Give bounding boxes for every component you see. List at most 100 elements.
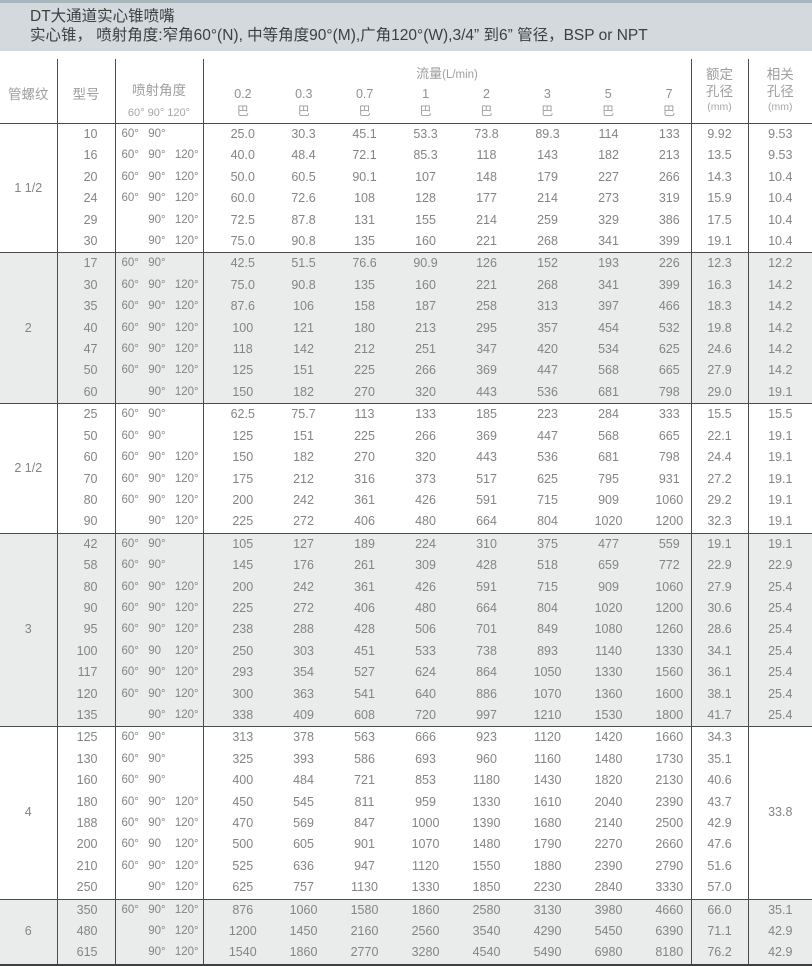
flow-cell: 608	[325, 704, 386, 727]
flow-cell: 227	[598, 169, 619, 184]
flow-cell: 212	[325, 339, 386, 361]
rated-orifice-cell: 13.5	[691, 145, 749, 167]
flow-cell: 1860	[386, 898, 447, 922]
flow-cell: 893	[508, 640, 569, 663]
angle-value: 90°	[148, 451, 166, 464]
rated-orifice-cell: 51.6	[691, 855, 749, 878]
flow-cell: 625	[630, 339, 692, 361]
flow-cell: 1330	[630, 640, 692, 663]
angle-value	[122, 231, 149, 252]
flow-cell: 108	[354, 191, 375, 206]
angle-values: 60° 90° 120°	[116, 813, 203, 834]
table-row: 3 42 60° 90° 105 127 189 224 310 375 477 559 19.1 19.…	[0, 532, 812, 727]
flow-cell: 180	[325, 317, 386, 340]
flow-cell: 152	[508, 252, 569, 275]
related-orifice-cell: 10.4	[768, 212, 793, 227]
rated-orifice-cell: 19.1	[691, 231, 749, 253]
spray-angle-cell: 60° 90°	[115, 532, 204, 556]
flow-cell: 1210	[508, 704, 569, 727]
angle-values: 90° 120°	[116, 877, 203, 898]
angle-value: 120°	[174, 903, 199, 916]
flow-cell: 480	[415, 514, 436, 529]
flow-cell: 320	[415, 450, 436, 465]
flow-cell: 849	[508, 619, 569, 641]
angle-values: 60° 90° 120°	[116, 662, 203, 683]
rated-orifice-cell: 40.6	[691, 770, 749, 792]
flow-cell: 1330	[569, 662, 630, 684]
related-orifice-cell: 19.1	[768, 428, 793, 443]
angle-value: 60°	[121, 472, 139, 485]
spray-angle-cell: 60° 90° 120°	[115, 447, 204, 469]
flow-cell: 1560	[630, 662, 692, 684]
model-cell: 30	[57, 231, 116, 253]
table-row: 30 90° 120° 75.0 90.8 135 160 221 268 341 399 19.1 1…	[0, 231, 812, 253]
flow-cell: 3540	[447, 921, 508, 943]
table-row: 20 60° 90° 120° 50.0 60.5 90.1 107 148 179 227 266 1…	[0, 166, 812, 189]
flow-cell: 182	[264, 381, 325, 404]
angle-values: 60° 90° 120°	[116, 275, 203, 296]
angle-value: 90°	[148, 817, 166, 829]
spray-angle-cell: 60° 90°	[115, 252, 204, 275]
rated-orifice-cell: 57.0	[691, 877, 749, 900]
title-banner: DT大通道实心锥喷嘴 实心锥， 喷射角度:窄角60°(N), 中等角度90°(M…	[0, 0, 812, 51]
flow-cell: 200	[232, 492, 254, 507]
table-row: 29 90° 120° 72.5 87.8 131 155 214 259 329 386 17.5 1…	[0, 209, 812, 232]
angle-value: 90°	[148, 537, 166, 550]
flow-cell: 261	[325, 555, 386, 577]
table-row: 6 350 60° 90° 120° 876 1060 1580 1860 2580 3130 398…	[0, 898, 812, 965]
angle-value: 120°	[174, 515, 199, 528]
flow-cell: 947	[354, 858, 375, 873]
angle-values: 60° 90 120°	[116, 641, 203, 662]
angle-value: 90°	[148, 493, 166, 506]
flow-cell: 293	[203, 662, 264, 684]
related-orifice-cell: 25.4	[748, 704, 812, 727]
flow-cell: 409	[264, 704, 325, 727]
flow-cell: 997	[447, 704, 508, 727]
angle-values: 60° 90° 120°	[116, 619, 203, 640]
flow-cell: 238	[203, 619, 264, 641]
angle-value: 90°	[148, 666, 166, 679]
spray-angle-cell: 60° 90° 120°	[115, 166, 204, 189]
table-row: 60 90° 120° 150 182 270 320 443 536 681 798 29.0 19.…	[0, 381, 812, 404]
flow-cell: 6980	[569, 942, 630, 965]
flow-cell: 1060	[630, 576, 692, 598]
flow-cell: 177	[476, 191, 497, 206]
angle-value	[175, 534, 202, 555]
flow-cell: 534	[569, 339, 630, 361]
model-cell: 80	[57, 576, 116, 598]
model-cell: 250	[57, 877, 116, 900]
table-row: 4 125 60° 90° 313 378 563 666 923 1120 1420 1660 34.…	[0, 726, 812, 900]
angle-value: 90°	[148, 903, 166, 916]
flow-cell: 25.0	[203, 123, 264, 146]
flow-cell: 295	[447, 317, 508, 340]
flow-cell: 60.5	[291, 169, 316, 184]
rated-orifice-cell: 19.8	[691, 317, 749, 340]
flow-cell: 1390	[472, 816, 501, 830]
angle-values: 60° 90° 120°	[116, 167, 203, 188]
flow-cell: 715	[508, 576, 569, 598]
flow-cell: 1530	[569, 704, 630, 727]
table-row: 2 17 60° 90° 42.5 51.5 76.6 90.9 126 152 193 226 12.…	[0, 252, 812, 404]
flow-cell: 1080	[569, 619, 630, 641]
rated-orifice-cell: 16.3	[691, 274, 749, 297]
angle-value: 120°	[174, 644, 199, 657]
flow-cell: 242	[264, 576, 325, 598]
flow-cell: 451	[325, 640, 386, 663]
spray-angle-cell: 60° 90 120°	[115, 640, 204, 663]
flow-cell: 87.8	[291, 212, 316, 227]
flow-cell: 193	[569, 252, 630, 275]
flow-cell: 90.9	[386, 252, 447, 275]
flow-cell: 901	[354, 837, 375, 852]
angle-values: 60° 90° 120°	[116, 339, 203, 360]
flow-cell: 155	[415, 212, 436, 227]
flow-cell: 73.8	[447, 123, 508, 146]
model-cell: 125	[57, 726, 116, 749]
flow-cell: 100	[203, 317, 264, 340]
flow-cell: 1330	[472, 794, 501, 809]
table-row: 58 60° 90° 145 176 261 309 428 518 659 772 22.9 22.9	[0, 555, 812, 577]
flow-cell: 30.3	[264, 123, 325, 146]
angle-value: 90°	[148, 149, 166, 162]
flow-cell: 666	[386, 726, 447, 749]
angle-value: 60°	[121, 752, 139, 765]
flow-cell: 224	[386, 532, 447, 556]
